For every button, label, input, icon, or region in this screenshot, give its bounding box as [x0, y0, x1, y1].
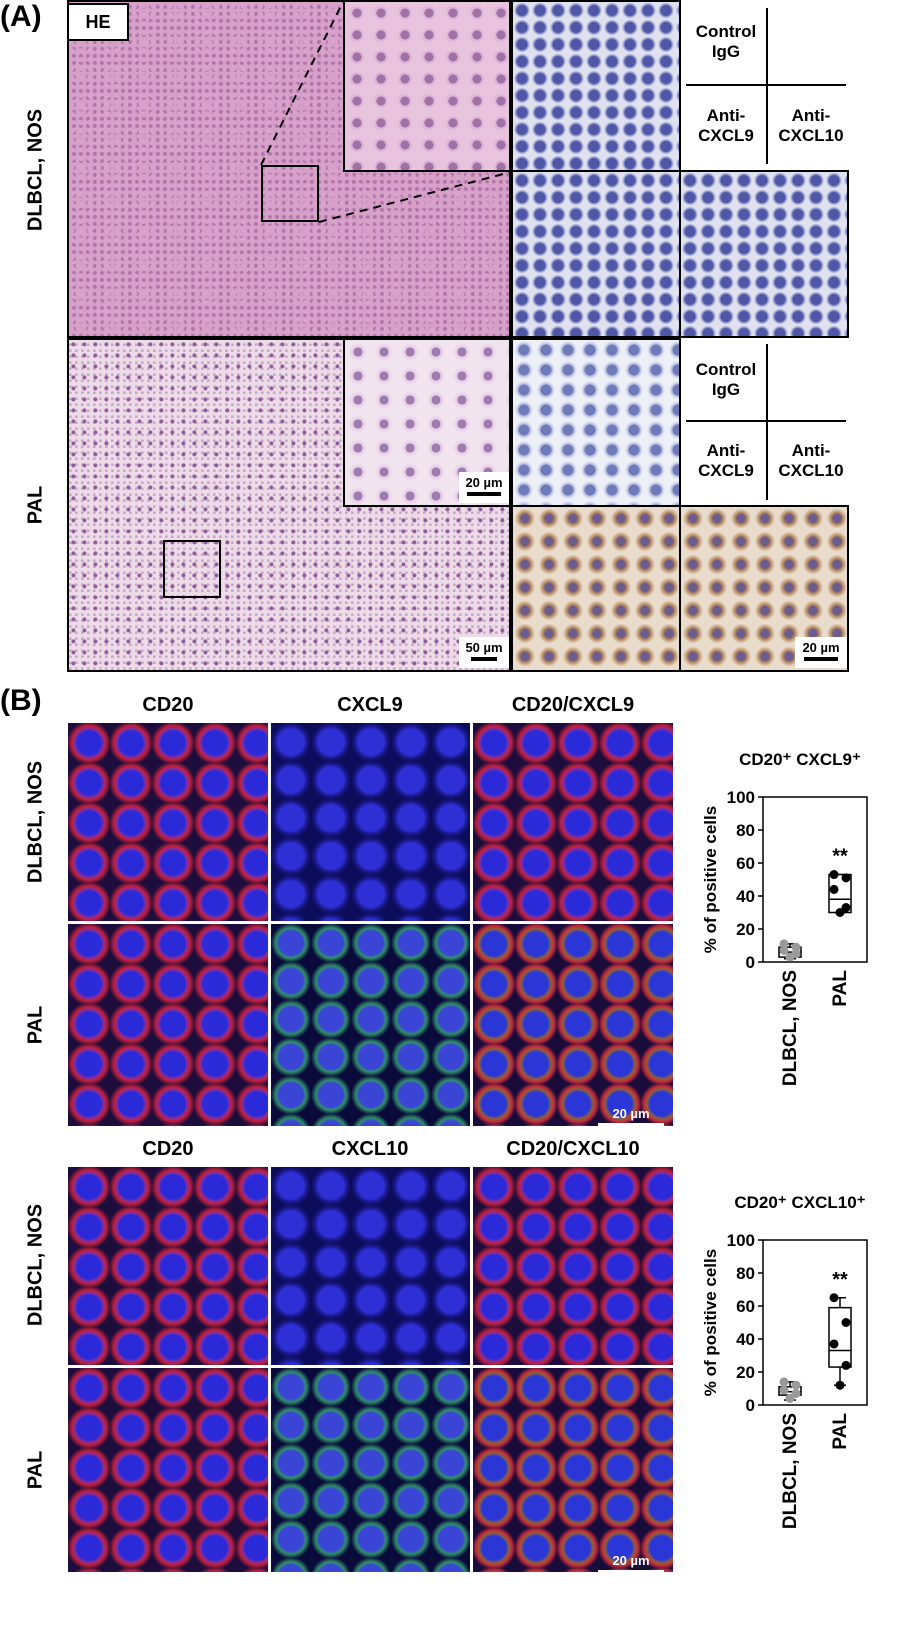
significance-marker: **	[832, 846, 848, 868]
panel-b-letter: (B)	[0, 684, 42, 717]
legend-control-igg-2: Control IgG	[695, 360, 757, 399]
scale-bar-he-overview: 50 µm	[459, 637, 509, 668]
if-col-label-cd20-1: CD20	[142, 694, 194, 716]
he-zoom-dlbcl	[343, 0, 511, 172]
significance-marker: **	[832, 1269, 848, 1291]
if-cd20-pal-2	[68, 1368, 268, 1572]
if-cxcl10-pal	[271, 1368, 470, 1572]
data-point	[829, 870, 839, 880]
legend-anti-cxcl9-2: Anti- CXCL9	[698, 441, 754, 480]
legend-divider-horizontal-2	[686, 420, 846, 422]
y-tick-label: 80	[736, 1264, 755, 1283]
data-point	[841, 1360, 851, 1370]
legend-anti-cxcl10-2: Anti- CXCL10	[778, 441, 844, 480]
data-point	[791, 942, 801, 952]
scale-bar-label: 20 µm	[802, 640, 840, 655]
box-plot-cxcl10: CD20⁺ CXCL10⁺ % of positive cells 0 20 40 60 8…	[701, 1193, 868, 1529]
data-point	[779, 945, 789, 955]
y-tick-label: 20	[736, 1363, 755, 1382]
if-row-label-pal-2: PAL	[24, 1450, 47, 1490]
he-stain-tag: HE	[67, 3, 129, 41]
legend-anti-cxcl9-1: Anti- CXCL9	[698, 106, 754, 145]
scale-bar-label: 20 µm	[612, 1553, 650, 1568]
y-tick-label: 40	[736, 1330, 755, 1349]
if-col-label-cxcl10: CXCL10	[331, 1138, 409, 1160]
ihc-anti-cxcl9-dlbcl	[511, 170, 681, 338]
if-merge-dlbcl-1	[473, 723, 673, 921]
legend-control-igg-1: Control IgG	[695, 22, 757, 61]
if-cd20-pal-1	[68, 924, 268, 1126]
y-tick-label: 20	[736, 920, 755, 939]
if-col-label-cd20-2: CD20	[142, 1138, 194, 1160]
data-point	[779, 1385, 789, 1395]
if-col-label-cxcl9: CXCL9	[337, 694, 403, 716]
if-merge-dlbcl-2	[473, 1167, 673, 1365]
plot-title: CD20⁺ CXCL10⁺	[734, 1193, 865, 1212]
scale-bar-label: 50 µm	[465, 640, 503, 655]
if-col-label-cd20-cxcl10: CD20/CXCL10	[506, 1138, 640, 1160]
legend-divider-horizontal-1	[686, 84, 846, 86]
y-tick-label: 80	[736, 821, 755, 840]
y-tick-label: 0	[746, 1396, 755, 1415]
y-tick-label: 60	[736, 854, 755, 873]
if-merge-pal-2	[473, 1368, 673, 1572]
if-cxcl9-dlbcl	[271, 723, 470, 921]
data-point	[829, 1293, 839, 1303]
if-row-label-dlbcl-2: DLBCL, NOS	[24, 1203, 47, 1327]
if-cxcl10-dlbcl	[271, 1167, 470, 1365]
ihc-anti-cxcl10-dlbcl	[679, 170, 849, 338]
x-category-label: PAL	[830, 1413, 851, 1450]
ihc-control-igg-dlbcl	[511, 0, 681, 172]
data-point	[829, 884, 839, 894]
if-row-label-pal-1: PAL	[24, 1005, 47, 1045]
data-point	[791, 949, 801, 959]
x-category-label: DLBCL, NOS	[780, 970, 801, 1085]
he-roi-box-pal	[163, 540, 221, 598]
panel-a-letter: (A)	[0, 0, 42, 33]
legend-anti-cxcl10-1: Anti- CXCL10	[778, 106, 844, 145]
y-tick-label: 60	[736, 1297, 755, 1316]
scale-bar-if-2: 20 µm	[598, 1553, 664, 1573]
y-tick-label: 0	[746, 953, 755, 972]
x-category-label: PAL	[830, 970, 851, 1007]
legend-divider-vertical-2	[766, 344, 768, 500]
scale-bar-label: 20 µm	[612, 1106, 650, 1121]
scale-bar-he-zoom: 20 µm	[459, 472, 509, 503]
y-tick-label: 100	[727, 1231, 755, 1250]
data-point	[779, 1377, 789, 1387]
if-cd20-dlbcl-1	[68, 723, 268, 921]
plot-frame	[762, 1239, 868, 1406]
if-merge-pal-1	[473, 924, 673, 1126]
scale-bar-ihc: 20 µm	[795, 637, 847, 668]
scale-bar-if-1: 20 µm	[598, 1106, 664, 1126]
data-point	[779, 939, 789, 949]
data-point	[791, 1388, 801, 1398]
box-iqr	[828, 1306, 852, 1368]
data-point	[835, 908, 845, 917]
data-point	[841, 903, 851, 913]
y-tick-label: 100	[727, 788, 755, 807]
scale-bar-label: 20 µm	[465, 475, 503, 490]
data-point	[841, 873, 851, 883]
y-tick-label: 40	[736, 887, 755, 906]
if-col-label-cd20-cxcl9: CD20/CXCL9	[511, 694, 635, 716]
if-cd20-dlbcl-2	[68, 1167, 268, 1365]
data-point	[835, 1380, 845, 1390]
plot-y-axis-label: % of positive cells	[701, 806, 720, 953]
plot-y-axis-label: % of positive cells	[701, 1249, 720, 1396]
ihc-control-igg-pal	[511, 338, 681, 507]
x-category-label: DLBCL, NOS	[780, 1413, 801, 1529]
data-point	[785, 1393, 795, 1403]
ihc-anti-cxcl9-pal	[511, 505, 681, 672]
if-row-label-dlbcl-1: DLBCL, NOS	[24, 760, 47, 884]
he-roi-box-dlbcl	[261, 165, 319, 222]
box-plot-cxcl9: CD20⁺ CXCL9⁺ % of positive cells 0 20 40 60 80…	[701, 750, 868, 1085]
if-cxcl9-pal	[271, 924, 470, 1126]
data-point	[841, 1318, 851, 1327]
legend-divider-vertical-1	[766, 8, 768, 164]
data-point	[791, 1380, 801, 1390]
plot-frame	[762, 796, 868, 963]
plot-title: CD20⁺ CXCL9⁺	[739, 750, 861, 769]
data-point	[829, 1339, 839, 1349]
